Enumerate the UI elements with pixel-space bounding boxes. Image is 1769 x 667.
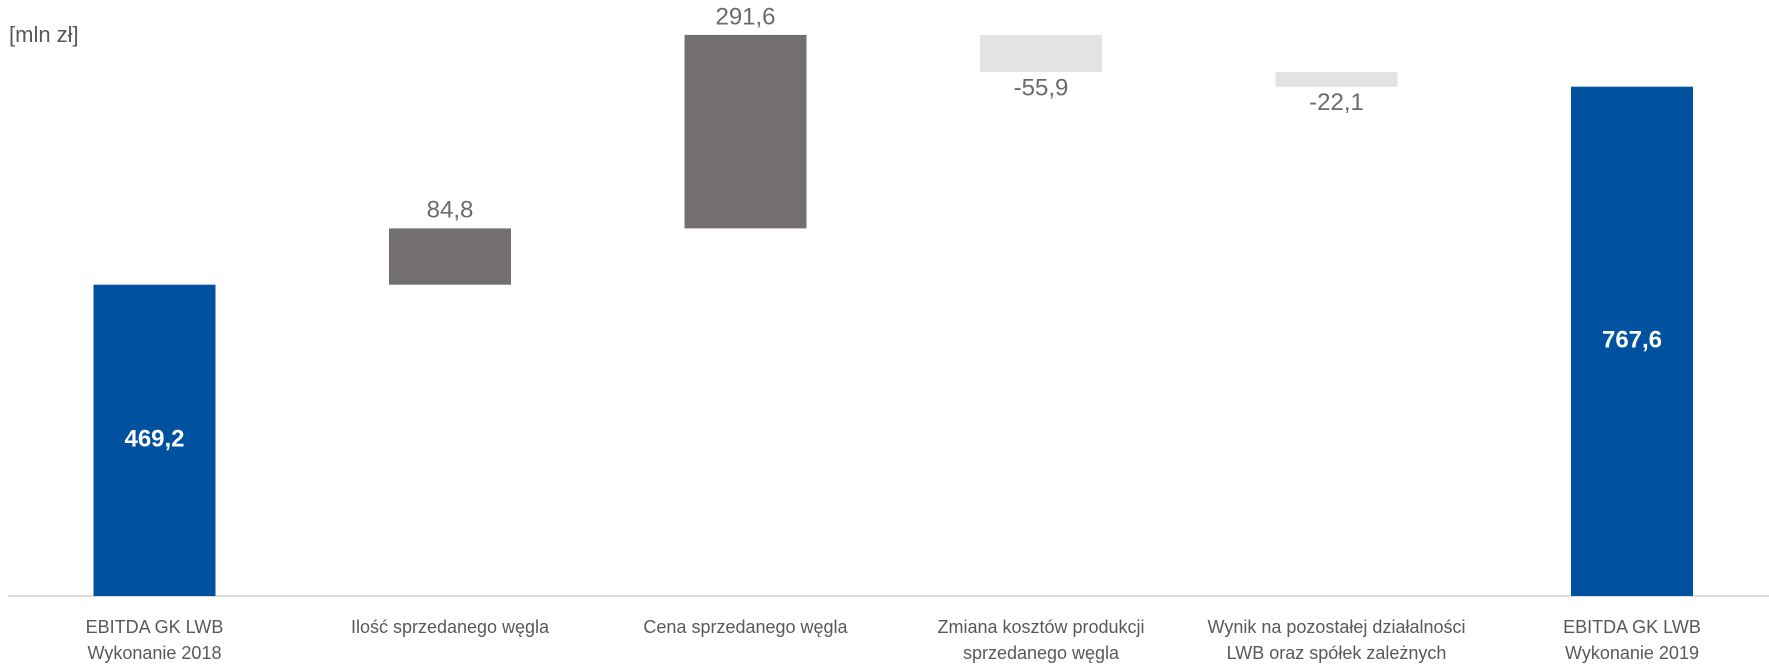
x-tick-label: Zmiana kosztów produkcji sprzedanego węgl… bbox=[937, 617, 1144, 663]
x-tick-label-line: LWB oraz spółek zależnych bbox=[1227, 643, 1447, 663]
x-tick-label-line: EBITDA GK LWB bbox=[1563, 617, 1701, 637]
bar bbox=[389, 228, 511, 285]
unit-label: [mln zł] bbox=[9, 22, 79, 47]
x-tick-label-line: sprzedanego węgla bbox=[963, 643, 1120, 663]
x-tick-label-line: Zmiana kosztów produkcji bbox=[937, 617, 1144, 637]
x-tick-label-line: Ilość sprzedanego węgla bbox=[351, 617, 550, 637]
value-label: 469,2 bbox=[124, 426, 184, 453]
x-tick-label-line: EBITDA GK LWB bbox=[86, 617, 224, 637]
x-tick-label: EBITDA GK LWB Wykonanie 2019 bbox=[1563, 617, 1701, 663]
bar bbox=[1571, 86, 1693, 597]
x-tick-label: Cena sprzedanego węgla bbox=[643, 617, 848, 637]
bar bbox=[93, 284, 216, 596]
x-tick-label: EBITDA GK LWB Wykonanie 2018 bbox=[86, 617, 224, 663]
bar bbox=[980, 34, 1102, 73]
x-tick-label-line: Wynik na pozostałej działalności bbox=[1208, 617, 1466, 637]
bar bbox=[684, 34, 807, 229]
x-tick-label-line: Wykonanie 2018 bbox=[88, 643, 222, 663]
x-tick-label-line: Cena sprzedanego węgla bbox=[643, 617, 848, 637]
value-label: -55,9 bbox=[1014, 74, 1069, 101]
x-tick-label: Wynik na pozostałej działalności LWB oraz… bbox=[1208, 617, 1466, 663]
value-label: 84,8 bbox=[427, 197, 474, 224]
value-label: 767,6 bbox=[1602, 327, 1662, 354]
value-label: -22,1 bbox=[1309, 89, 1364, 116]
bar bbox=[1275, 72, 1398, 87]
x-tick-label: Ilość sprzedanego węgla bbox=[351, 617, 550, 637]
value-label: 291,6 bbox=[715, 3, 775, 30]
x-tick-label-line: Wykonanie 2019 bbox=[1565, 643, 1699, 663]
